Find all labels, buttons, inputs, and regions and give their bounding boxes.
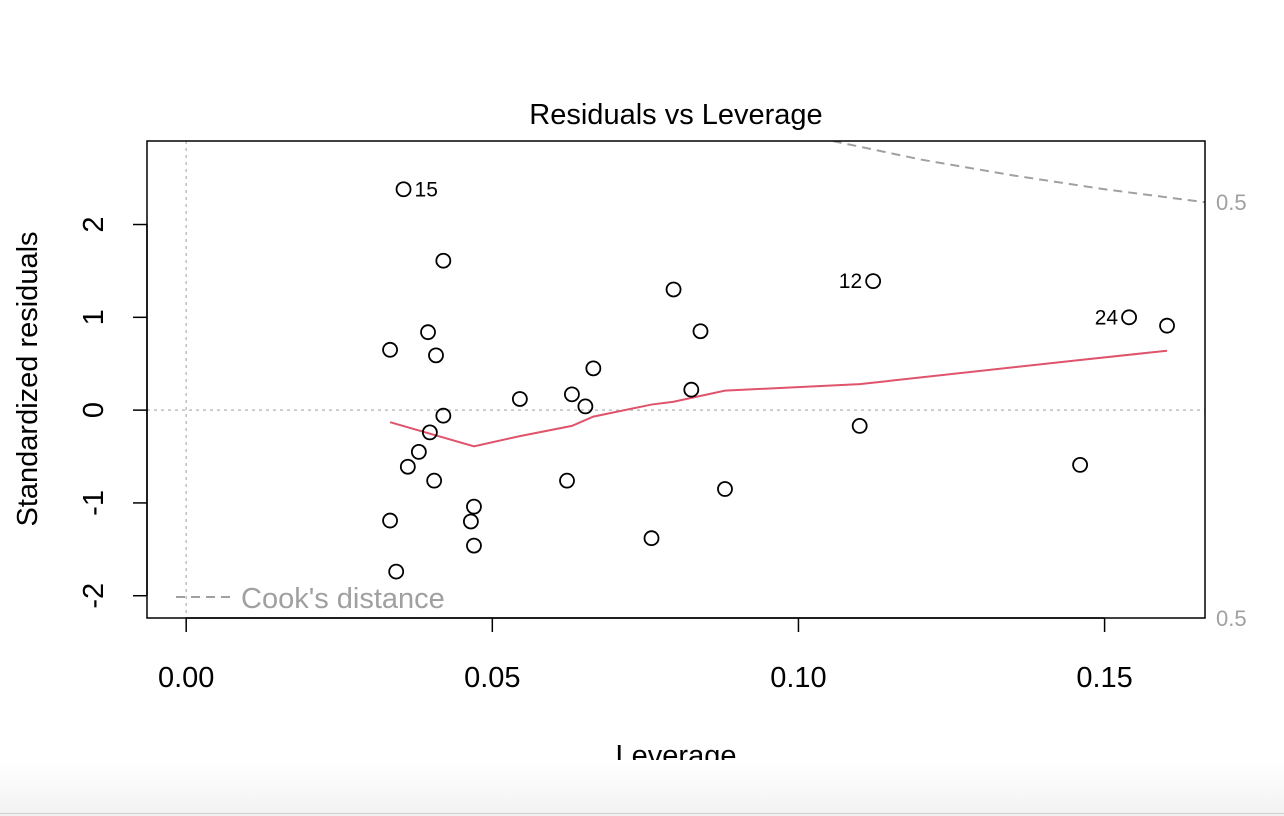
data-point [1072,456,1088,473]
point-labels: 15 12 24 [415,178,1119,329]
data-point [585,360,602,377]
x-tick-label: 0.00 [158,662,214,694]
smooth-line [389,349,1168,448]
reference-lines [147,141,1205,618]
points-layer [382,181,1175,580]
data-point [466,537,482,554]
data-point [410,443,427,460]
data-point [665,281,682,298]
data-point [643,530,660,547]
data-point [511,391,528,407]
point-label: 24 [1095,306,1119,329]
data-point [1159,317,1175,334]
data-point [692,323,709,340]
data-point [435,407,452,424]
data-point [577,398,594,415]
data-point [564,386,580,403]
window-bottom-border [0,813,1284,814]
x-axis: 0.00 0.05 0.10 0.15 [158,617,1133,694]
data-point [388,563,405,580]
cooks-distance-contours [832,141,1205,204]
x-tick-label: 0.10 [770,662,826,694]
data-point [421,424,438,441]
chart-title: Residuals vs Leverage [529,99,822,131]
data-point [1121,309,1137,326]
y-tick-label: 0 [78,402,110,418]
y-tick-label: 2 [78,216,110,232]
y-tick-label: -1 [78,490,110,516]
smooth-layer [389,349,1168,448]
data-point [717,481,733,497]
cooks-distance-line-upper [832,141,1205,204]
data-point [435,252,452,269]
y-axis: -2 -1 0 1 2 [78,216,148,609]
x-tick-label: 0.15 [1076,662,1132,694]
data-point [395,181,412,198]
data-point [462,513,479,530]
cooks-level-label-upper: 0.5 [1216,190,1247,215]
data-point [683,381,700,398]
data-point [466,498,482,515]
cooks-level-label-lower: 0.5 [1216,606,1247,631]
data-point [865,273,882,290]
y-axis-label: Standardized residuals [12,231,44,526]
data-point [382,341,398,358]
plot-frame [146,140,1206,619]
data-point [851,418,868,434]
data-point [399,458,416,475]
y-tick-label: 1 [78,309,110,325]
point-label: 12 [839,270,862,293]
x-tick-label: 0.05 [464,662,520,694]
legend: Cook's distance [176,583,445,615]
data-point [382,512,398,529]
legend-cooks-label: Cook's distance [241,583,445,615]
point-label: 15 [415,178,438,201]
data-point [559,472,575,489]
data-point [428,347,444,364]
y-tick-label: -2 [78,583,110,609]
data-point [420,324,436,341]
data-point [426,472,443,489]
window-bottom-fade [0,760,1284,816]
